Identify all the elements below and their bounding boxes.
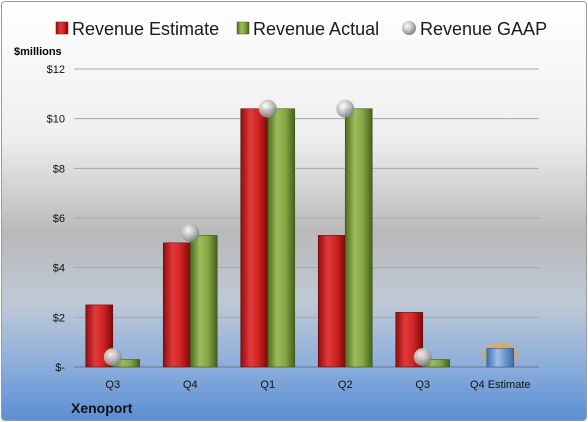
gaap-markers [103,99,432,367]
y-tick-label: $2 [53,312,65,324]
x-category-label: Q4 Estimate [470,379,531,391]
marker-revenue-gaap [336,99,355,118]
legend-swatch-revenue-estimate [55,21,69,35]
bar-revenue-estimate [317,235,346,368]
y-tick-label: $12 [47,64,65,76]
y-tick-label: $- [55,362,65,374]
bar-q4-estimate [486,348,515,368]
bar-revenue-estimate [240,108,269,368]
y-axis-ticks: $- $2 $4 $6 $8 $10 $12 [47,64,66,374]
x-category-label: Q3 [415,379,430,391]
x-axis-categories: Q3 Q4 Q1 Q2 Q3 Q4 Estimate [105,379,530,391]
y-tick-label: $6 [53,213,65,225]
bar-revenue-estimate [162,242,191,368]
y-unit-label: $millions [14,46,62,58]
bar-revenue-actual [344,108,373,368]
x-category-label: Q2 [338,379,353,391]
marker-revenue-gaap [103,348,122,367]
bar-revenue-actual [267,108,296,368]
y-tick-label: $10 [47,114,65,126]
legend-swatch-revenue-actual [236,21,250,35]
legend-label-revenue-gaap: Revenue GAAP [420,19,547,39]
legend: Revenue Estimate Revenue Actual Revenue … [55,19,547,39]
gridlines [74,68,539,368]
legend-marker-revenue-gaap [402,21,416,35]
bar-revenue-estimate [395,312,424,368]
x-category-label: Q3 [105,379,120,391]
company-name: Xenoport [71,400,133,416]
bars [85,108,521,368]
marker-revenue-gaap [413,348,432,367]
y-tick-label: $8 [53,163,65,175]
bar-revenue-actual [189,235,218,368]
y-tick-label: $4 [53,263,65,275]
marker-revenue-gaap [258,99,277,118]
legend-label-revenue-estimate: Revenue Estimate [72,19,219,39]
x-category-label: Q4 [183,379,198,391]
marker-revenue-gaap [181,223,200,242]
x-category-label: Q1 [260,379,275,391]
legend-label-revenue-actual: Revenue Actual [253,19,379,39]
